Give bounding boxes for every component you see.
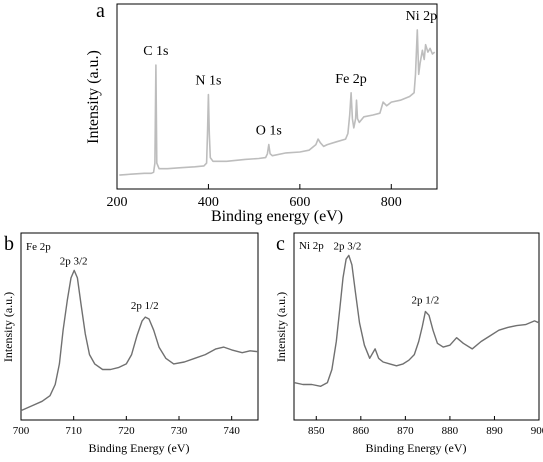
panel-a-peak-label-4: Ni 2p — [406, 9, 438, 24]
panel-b-x-tick-label-710: 710 — [65, 425, 82, 437]
panel-a-x-tick-label-200: 200 — [107, 195, 128, 210]
panel-c-x-axis-title: Binding Energy (eV) — [365, 441, 466, 455]
panel-c-x-tick-labels: 850 860 870 880 890 900 — [308, 425, 543, 437]
panel-b-peak-label-0: 2p 3/2 — [60, 255, 88, 267]
panel-c-plot-frame — [293, 232, 540, 421]
panel-b-x-tick-label-720: 720 — [118, 425, 135, 437]
panel-c-x-tick-label-900: 900 — [531, 425, 543, 437]
panel-c-letter: c — [276, 233, 285, 255]
panel-c-x-tick-label-870: 870 — [397, 425, 414, 437]
panel-a-x-tick-label-600: 600 — [289, 195, 310, 210]
panel-a-x-tick-label-400: 400 — [198, 195, 219, 210]
panel-a-survey-chart: a 200 400 600 800 C 1s N 1s O 1s Fe 2p Ni 2p Bi… — [85, 0, 438, 225]
panel-b-spectrum-line — [20, 269, 259, 412]
panel-b-fe2p-chart: b Fe 2p 700 710 720 730 740 2p 3/2 2p 1/2 Bin… — [1, 232, 259, 455]
panel-b-inset-label: Fe 2p — [26, 241, 51, 253]
panel-c-peak-label-0: 2p 3/2 — [334, 240, 362, 252]
panel-b-plot-frame — [20, 232, 259, 421]
panel-b-y-axis-title: Intensity (a.u.) — [1, 292, 15, 362]
panel-c-ni2p-chart: c Ni 2p 850860870880890900 2p 3/22p 1/2 … — [274, 232, 543, 455]
panel-b-x-ticks — [20, 416, 233, 420]
panel-b-peak-label-1: 2p 1/2 — [131, 300, 159, 312]
panel-a-letter: a — [96, 0, 105, 22]
panel-a-peak-labels: C 1s N 1s O 1s Fe 2p Ni 2p — [143, 9, 437, 139]
panel-a-peak-label-3: Fe 2p — [335, 72, 367, 87]
panel-a-plot-frame — [116, 3, 438, 190]
panel-c-peak-labels: 2p 3/2 2p 1/2 — [334, 240, 440, 306]
panel-b-x-tick-label-700: 700 — [13, 425, 30, 437]
panel-a-x-tick-label-800: 800 — [381, 195, 402, 210]
panel-c-x-ticks — [315, 416, 540, 420]
panel-a-peak-label-1: N 1s — [195, 74, 221, 89]
panel-b-x-tick-labels: 700 710 720 730 740 — [13, 425, 241, 437]
panel-c-inset-label: Ni 2p — [299, 240, 324, 252]
panel-b-x-tick-label-740: 740 — [223, 425, 240, 437]
panel-b-letter: b — [4, 233, 14, 255]
panel-c-peak-label-1: 2p 1/2 — [412, 295, 440, 307]
panel-c-x-tick-label-860: 860 — [353, 425, 370, 437]
panel-c-x-tick-label-880: 880 — [442, 425, 459, 437]
panel-a-peak-label-0: C 1s — [143, 44, 168, 59]
panel-a-spectrum-line — [119, 29, 436, 176]
panel-c-spectrum-line — [293, 254, 540, 387]
panel-b-peak-labels: 2p 3/2 2p 1/2 — [60, 255, 159, 312]
panel-a-x-axis-title: Binding energy (eV) — [211, 208, 343, 225]
panel-a-x-ticks — [116, 184, 392, 189]
panel-c-x-tick-label-890: 890 — [486, 425, 503, 437]
panel-c-x-tick-label-850: 850 — [308, 425, 325, 437]
panel-c-y-axis-title: Intensity (a.u.) — [274, 292, 288, 362]
panel-a-x-tick-labels: 200 400 600 800 — [107, 195, 402, 210]
panel-a-peak-label-2: O 1s — [256, 124, 282, 139]
panel-b-x-tick-label-730: 730 — [171, 425, 188, 437]
panel-b-x-axis-title: Binding Energy (eV) — [88, 441, 189, 455]
panel-a-y-axis-title: Intensity (a.u.) — [85, 50, 102, 144]
